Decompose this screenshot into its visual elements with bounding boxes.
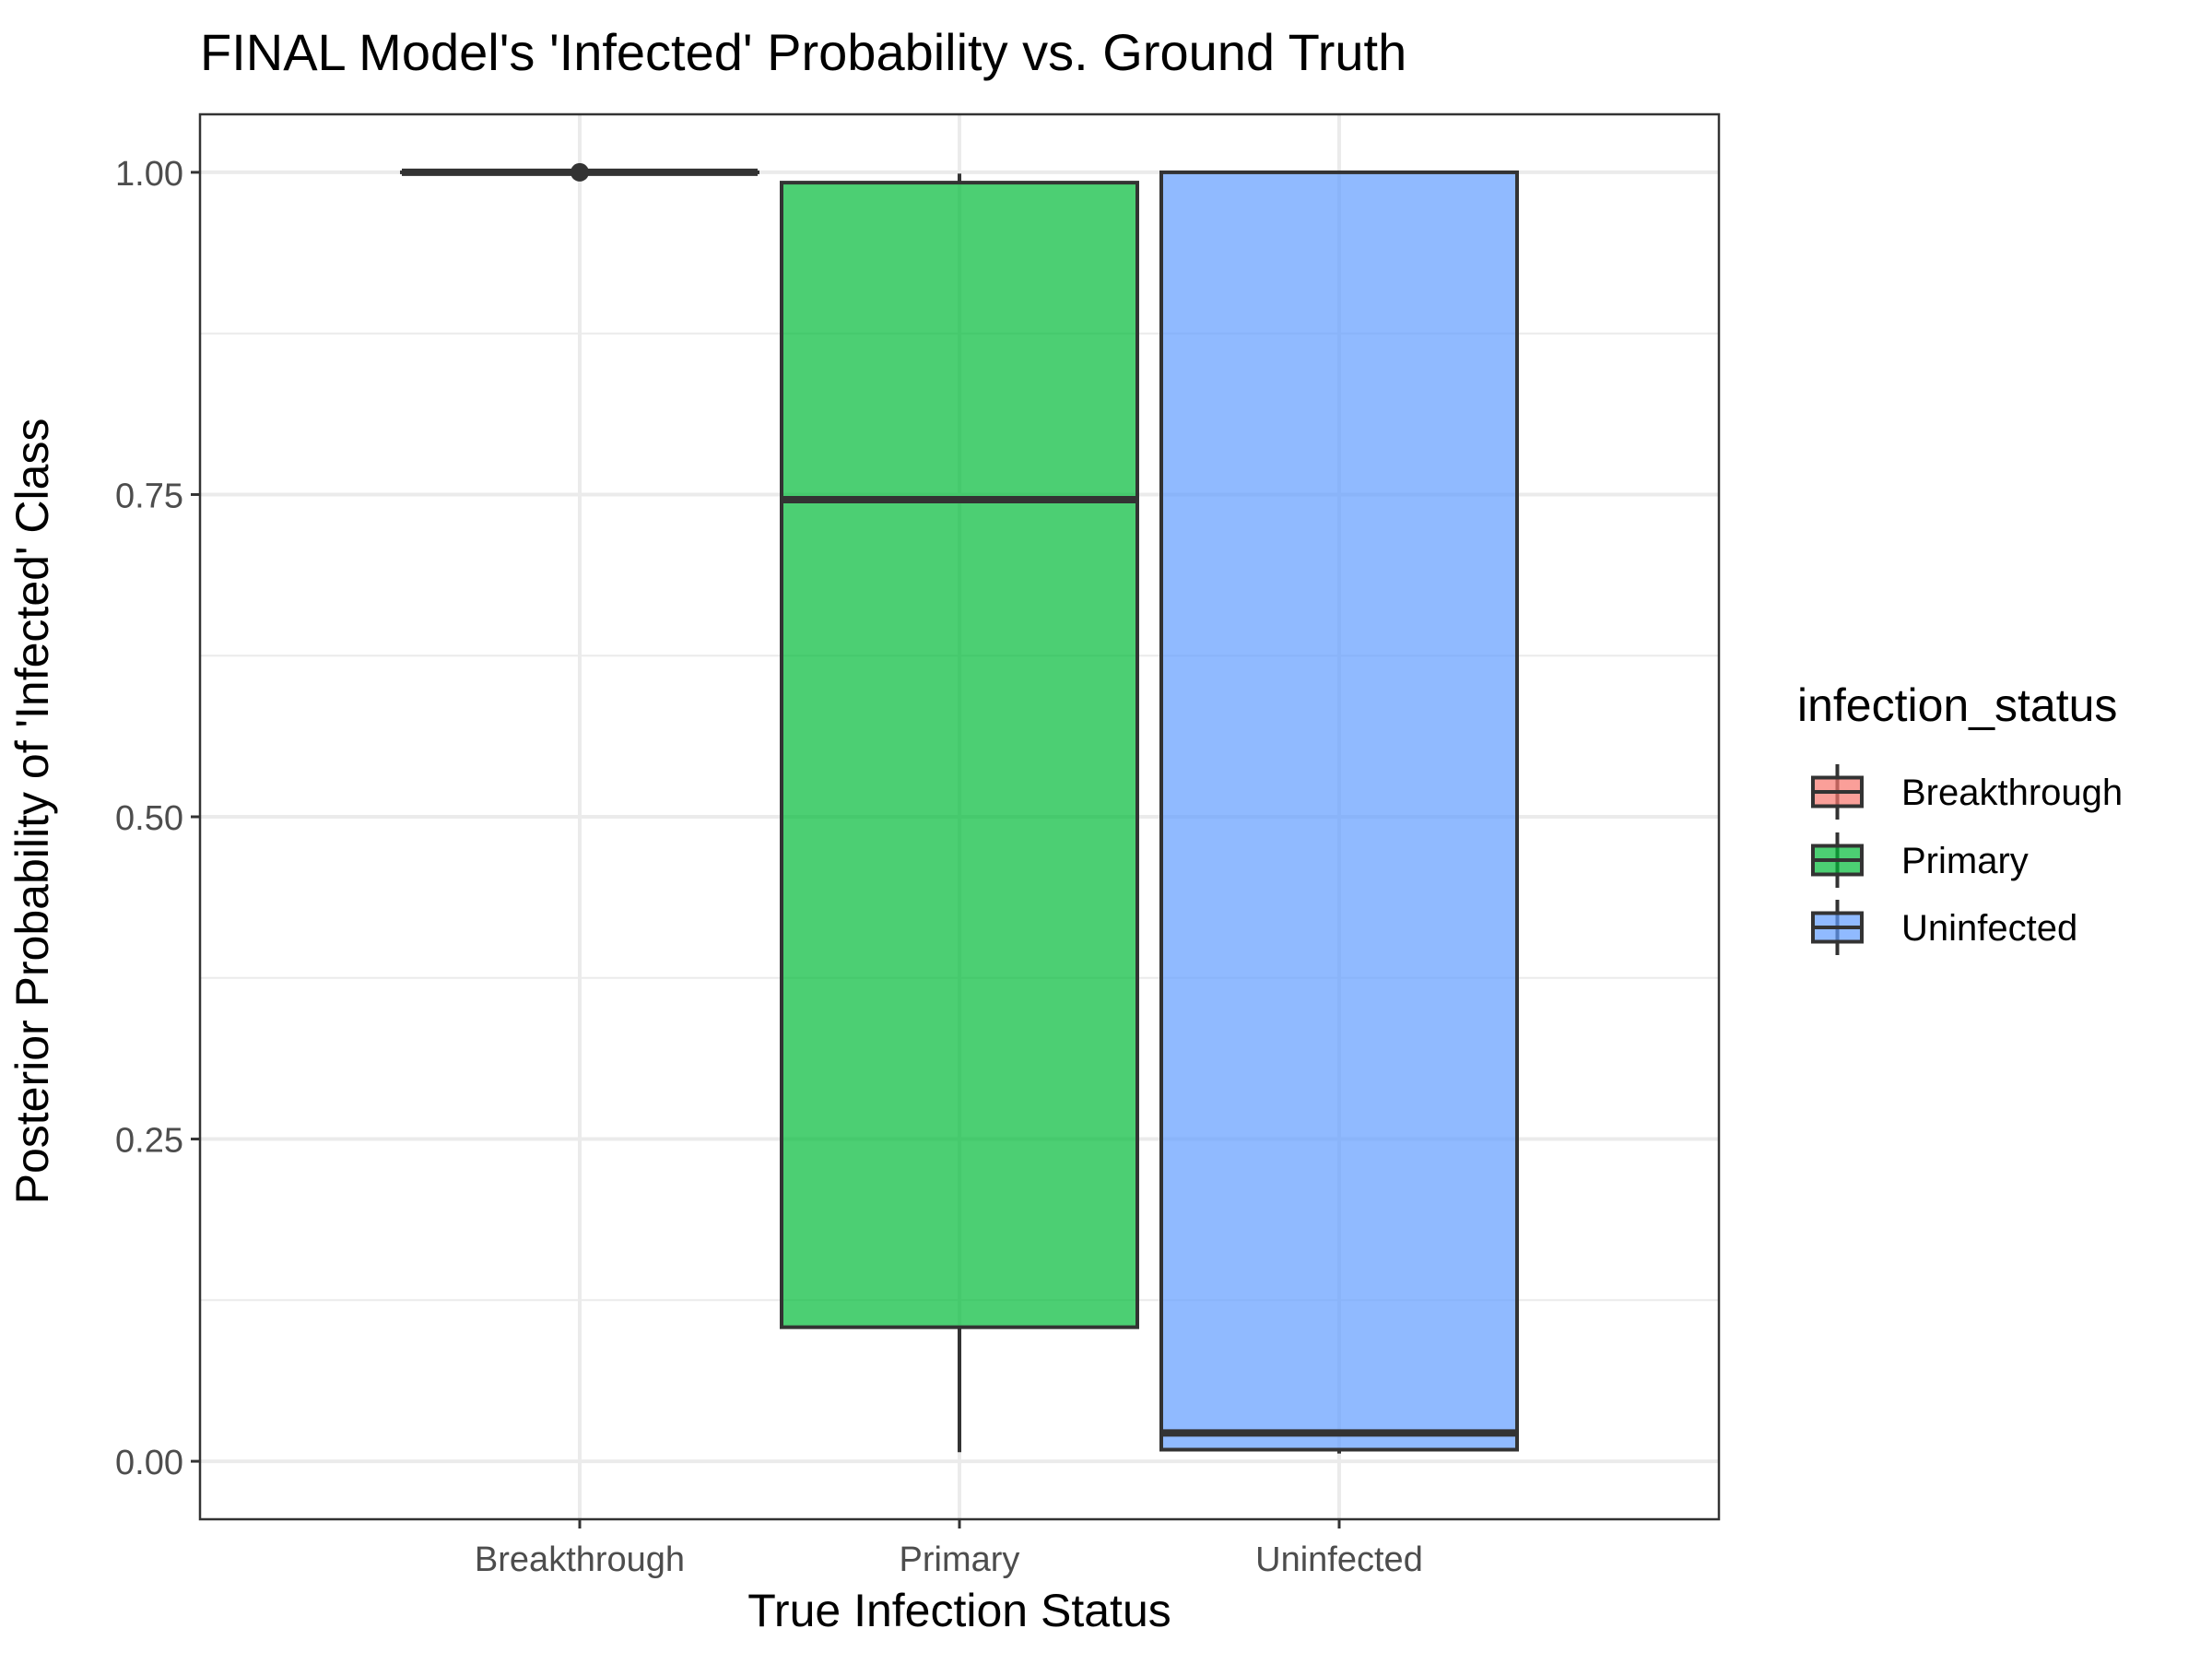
legend-label: Uninfected (1901, 908, 2077, 949)
legend-title: infection_status (1797, 679, 2117, 731)
x-tick-label: Primary (900, 1540, 1020, 1579)
y-tick-label: 0.50 (115, 799, 183, 838)
chart-title: FINAL Model's 'Infected' Probability vs.… (200, 23, 1406, 81)
box-primary (782, 173, 1137, 1452)
outlier-point (571, 163, 589, 182)
box-uninfected (1161, 172, 1517, 1454)
box-iqr (782, 183, 1137, 1328)
y-axis-title: Posterior Probability of 'Infected' Clas… (6, 419, 58, 1205)
y-tick-label: 0.75 (115, 477, 183, 515)
x-axis-title: True Infection Status (747, 1585, 1171, 1636)
x-tick-label: Uninfected (1255, 1540, 1423, 1579)
y-tick-label: 0.00 (115, 1444, 183, 1482)
x-tick-label: Breakthrough (475, 1540, 685, 1579)
legend-label: Primary (1901, 841, 2029, 881)
y-tick-label: 1.00 (115, 155, 183, 194)
legend-label: Breakthrough (1901, 773, 2123, 813)
box-iqr (1161, 172, 1517, 1450)
y-tick-label: 0.25 (115, 1122, 183, 1161)
